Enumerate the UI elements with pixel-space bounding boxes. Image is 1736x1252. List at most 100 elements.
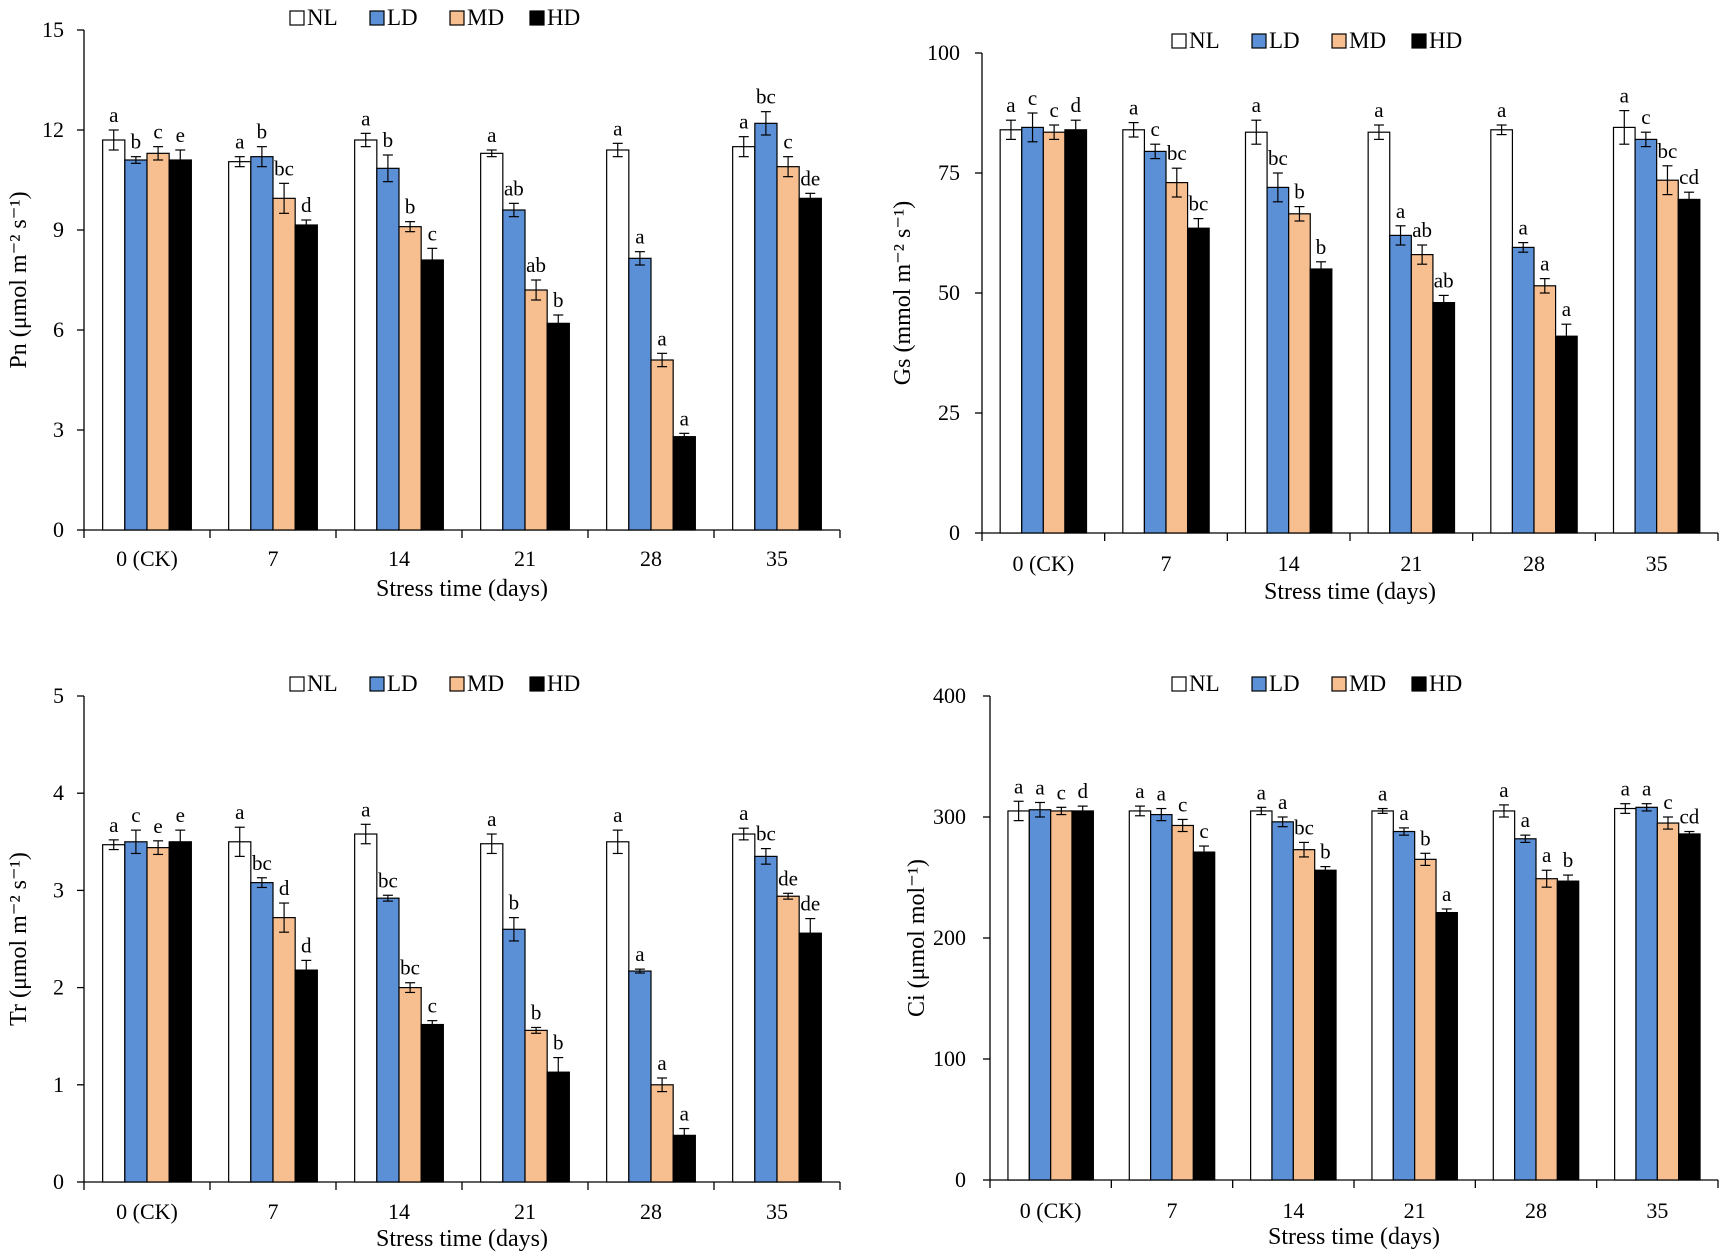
error-bar	[1013, 800, 1024, 822]
chart-panel-pn: 0 3 6 9 12 15 Pn (μmol m⁻² s⁻¹) Stress time (da…	[6, 5, 841, 602]
bar-ld	[1635, 806, 1658, 1181]
legend-swatch-hd	[1411, 676, 1427, 692]
y-tick-label: 300	[933, 804, 966, 829]
significance-letter: c	[153, 120, 162, 144]
error-bar	[1171, 167, 1182, 198]
error-bar	[1684, 191, 1695, 208]
bar-ld	[124, 841, 148, 1183]
bar-nl	[1614, 807, 1637, 1181]
y-tick-label: 15	[42, 17, 64, 42]
error-bar	[1441, 908, 1452, 917]
bar-nl	[999, 129, 1023, 534]
significance-letter: a	[1006, 93, 1016, 117]
bar-hd	[420, 259, 444, 531]
significance-letter: bc	[1294, 815, 1314, 839]
bar-md	[1410, 254, 1434, 534]
x-tick-label: 14	[388, 1199, 410, 1224]
legend: NL LD MD HD	[289, 5, 580, 30]
x-tick-label: 7	[268, 546, 279, 571]
significance-letter: d	[301, 933, 312, 957]
error-bar	[360, 132, 371, 148]
error-bar	[738, 827, 749, 841]
bar-hd	[546, 322, 570, 531]
x-tick-label: 28	[1523, 551, 1545, 576]
error-bar	[1034, 801, 1045, 818]
error-bar	[234, 826, 245, 857]
bar-ld	[1266, 186, 1290, 534]
bar-hd	[798, 932, 822, 1183]
bar-nl	[354, 139, 378, 531]
significance-letter: c	[1057, 780, 1066, 804]
bar-hd	[1554, 335, 1578, 534]
bar-md	[776, 895, 800, 1183]
error-bar	[1438, 294, 1449, 311]
x-tick-label: 35	[1646, 1198, 1668, 1223]
error-bar	[1684, 830, 1695, 837]
error-bar	[657, 352, 668, 368]
significance-letter: de	[800, 892, 820, 916]
error-bar	[657, 1077, 668, 1093]
bar-ld	[1389, 234, 1412, 534]
significance-letter: ab	[1412, 218, 1432, 242]
error-bar	[1056, 806, 1067, 816]
bar-md	[1042, 131, 1066, 534]
bar-hd	[294, 224, 318, 531]
error-bar	[508, 202, 519, 218]
bar-hd	[1064, 129, 1088, 534]
significance-letter: a	[1252, 93, 1262, 117]
bar-ld	[754, 855, 778, 1183]
significance-letter: a	[1374, 98, 1384, 122]
y-tick-label: 4	[53, 780, 64, 805]
x-tick-label: 7	[1167, 1198, 1178, 1223]
significance-letter: b	[405, 195, 416, 219]
error-bar	[175, 829, 186, 855]
error-bar	[1663, 816, 1674, 830]
bar-hd	[1071, 810, 1094, 1181]
bar-ld	[628, 257, 652, 531]
significance-letter: a	[1129, 96, 1139, 120]
error-bar	[1150, 143, 1161, 160]
y-tick-label: 3	[53, 417, 64, 442]
error-bar	[634, 251, 645, 266]
x-axis-title: Stress time (days)	[376, 1226, 548, 1252]
x-tick-label: 0 (CK)	[1020, 1198, 1082, 1223]
bar-ld	[1271, 821, 1294, 1181]
error-bar	[1256, 806, 1267, 816]
x-tick-label: 7	[268, 1199, 279, 1224]
bar-md	[398, 986, 422, 1183]
significance-letter: e	[176, 123, 185, 147]
error-bar	[1320, 866, 1331, 875]
error-bar	[1518, 242, 1529, 253]
bar-hd	[1678, 833, 1701, 1181]
error-bar	[760, 848, 771, 865]
significance-letter: b	[383, 128, 394, 152]
bar-md	[1656, 822, 1680, 1181]
legend-label-md: MD	[1349, 671, 1386, 696]
legend-label-hd: HD	[547, 671, 580, 696]
error-bar	[1251, 119, 1262, 145]
bar-md	[524, 1029, 548, 1183]
error-bar	[234, 156, 245, 168]
error-bar	[130, 156, 141, 164]
significance-letter: a	[361, 797, 371, 821]
error-bar	[486, 149, 497, 158]
bar-nl	[480, 843, 504, 1183]
error-bar	[783, 156, 794, 178]
significance-letter: b	[1294, 180, 1305, 204]
error-bar	[1539, 278, 1550, 294]
legend-label-nl: NL	[307, 5, 338, 30]
y-tick-label: 0	[955, 1167, 966, 1192]
significance-letter: a	[635, 942, 645, 966]
significance-letter: a	[657, 1051, 667, 1075]
legend-swatch-nl	[289, 10, 305, 26]
bar-hd	[1435, 911, 1458, 1181]
bar-ld	[376, 897, 400, 1183]
bar-md	[146, 152, 170, 531]
error-bar	[1199, 845, 1210, 859]
bar-ld	[1028, 809, 1052, 1181]
x-tick-label: 14	[1282, 1198, 1304, 1223]
bar-md	[650, 359, 674, 531]
bar-md	[1535, 878, 1558, 1181]
legend-swatch-ld	[369, 676, 385, 692]
significance-letter: a	[1135, 779, 1145, 803]
